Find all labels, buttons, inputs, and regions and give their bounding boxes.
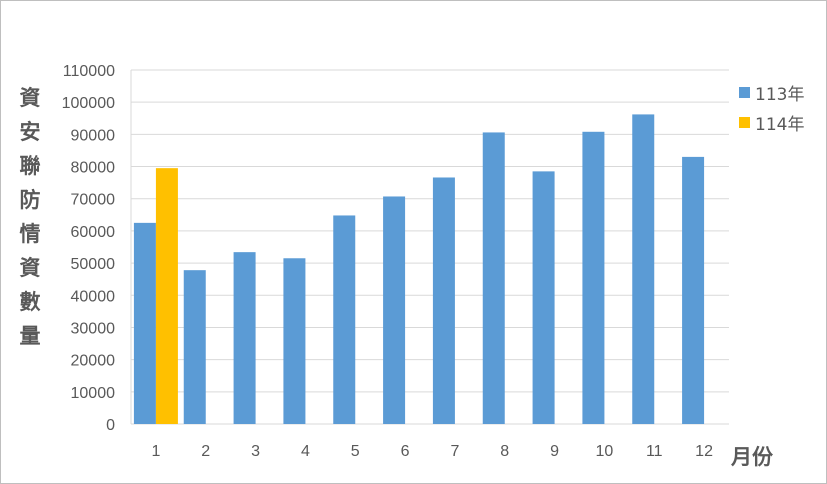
y-tick-label: 50000: [71, 256, 116, 273]
x-tick-label: 12: [695, 443, 713, 460]
bar-113年-2: [183, 270, 206, 424]
bar-114年-1: [155, 168, 178, 424]
legend: 113年 114年: [739, 77, 804, 137]
bar-113年-7: [432, 177, 455, 424]
x-tick-label: 8: [500, 443, 509, 460]
y-tick-label: 30000: [71, 320, 116, 337]
y-tick-label: 100000: [62, 95, 115, 112]
x-tick-label: 4: [301, 443, 310, 460]
x-tick-label: 1: [151, 443, 160, 460]
legend-item-114: 114年: [739, 107, 804, 137]
y-tick-label: 60000: [71, 224, 116, 241]
x-axis-title: 月份: [731, 445, 773, 469]
bar-113年-4: [283, 258, 306, 424]
bar-113年-10: [582, 131, 605, 424]
y-tick-label: 70000: [71, 192, 116, 209]
legend-swatch-114: [739, 116, 750, 128]
bar-113年-6: [383, 196, 406, 424]
y-tick-label: 110000: [63, 63, 115, 80]
y-tick-label: 40000: [71, 288, 116, 305]
y-tick-label: 0: [106, 417, 115, 434]
x-tick-label: 10: [596, 443, 614, 460]
x-tick-label: 3: [251, 443, 260, 460]
legend-item-113: 113年: [739, 77, 804, 107]
y-tick-label: 10000: [71, 385, 116, 402]
bar-113年-1: [133, 222, 156, 424]
x-tick-label: 9: [550, 443, 559, 460]
y-tick-label: 90000: [71, 127, 116, 144]
x-tick-label: 2: [201, 443, 210, 460]
x-tick-label: 6: [401, 443, 410, 460]
bar-113年-5: [333, 215, 356, 424]
bar-113年-12: [682, 156, 705, 424]
legend-label-114: 114年: [755, 114, 805, 135]
y-axis-title: 資安聯防情資數量: [19, 86, 41, 348]
x-tick-label: 11: [646, 443, 663, 460]
bar-113年-3: [233, 252, 256, 424]
y-tick-label: 80000: [71, 160, 116, 177]
y-tick-label: 20000: [71, 353, 116, 370]
x-tick-label: 5: [351, 443, 360, 460]
bar-113年-11: [632, 114, 655, 424]
legend-swatch-113: [739, 86, 750, 98]
legend-label-113: 113年: [755, 84, 805, 105]
bar-113年-8: [482, 132, 505, 424]
bar-113年-9: [532, 171, 555, 424]
x-tick-label: 7: [450, 443, 459, 460]
